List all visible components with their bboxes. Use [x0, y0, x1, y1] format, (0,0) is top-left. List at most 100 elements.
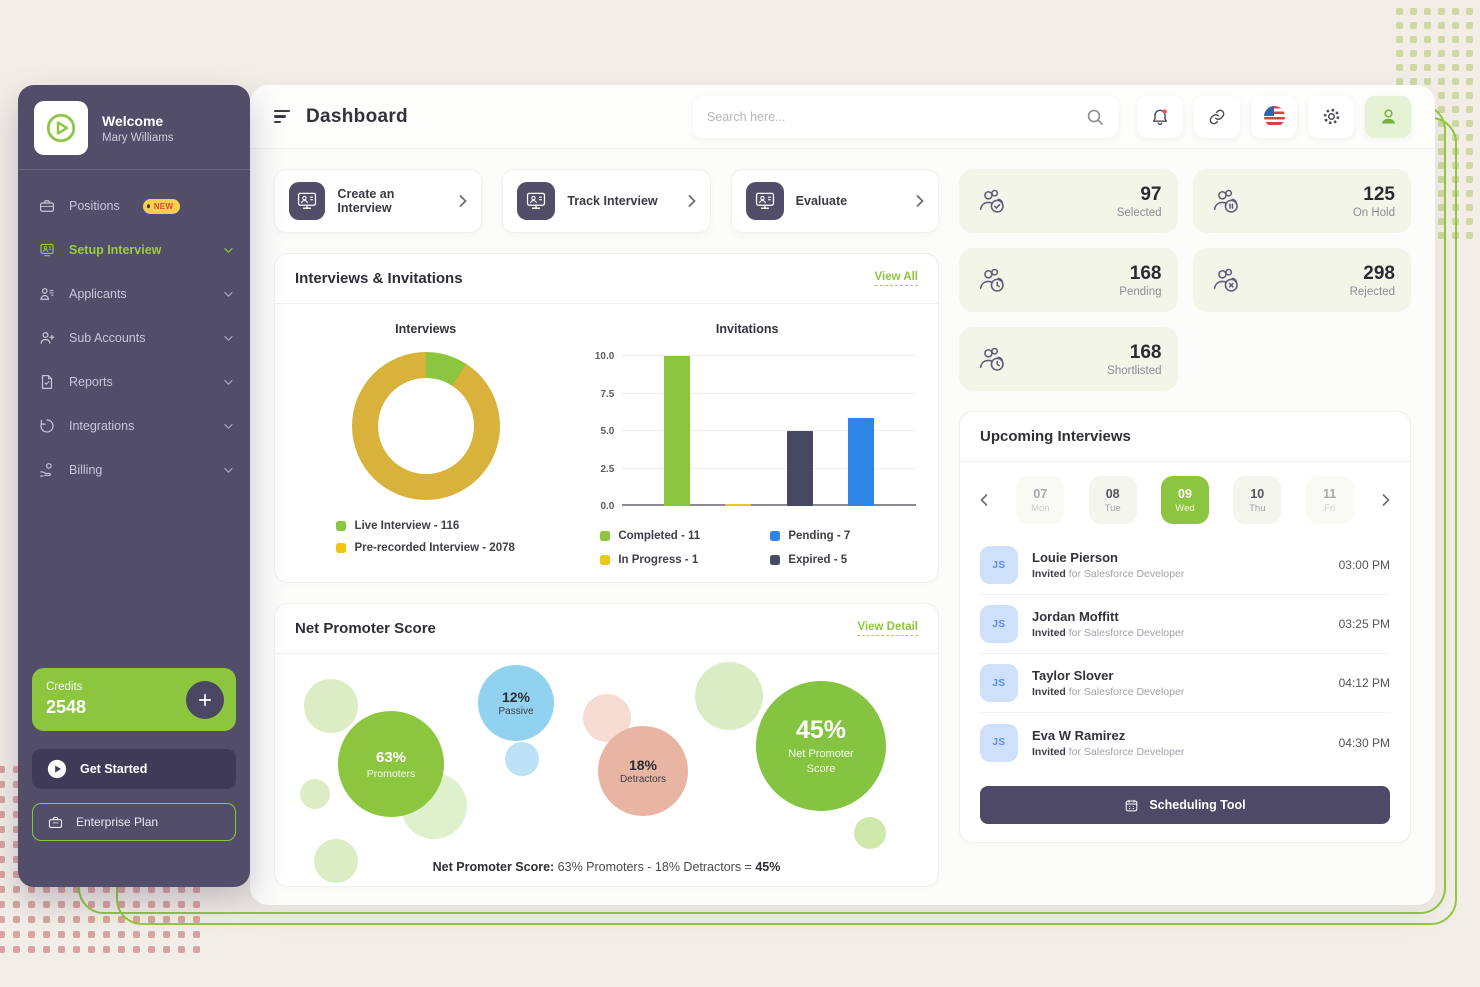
legend-item: Live Interview - 116: [336, 520, 514, 532]
decor-bubble: [695, 662, 763, 730]
scheduling-tool-button[interactable]: Scheduling Tool: [980, 786, 1390, 824]
interview-row[interactable]: JS Eva W Ramirez Invited for Salesforce …: [980, 713, 1390, 772]
sidebar-item-label: Setup Interview: [69, 243, 162, 257]
date-pill-09-active[interactable]: 09 Wed: [1160, 476, 1209, 524]
y-tick: 10.0: [594, 351, 615, 362]
app-logo[interactable]: [34, 101, 88, 155]
view-detail-link[interactable]: View Detail: [857, 621, 918, 636]
chevron-down-icon: [224, 376, 233, 385]
candidate-role: Invited for Salesforce Developer: [1032, 686, 1185, 698]
avatar: JS: [980, 664, 1018, 702]
enterprise-plan-label: Enterprise Plan: [76, 815, 159, 829]
passive-bubble: 12% Passive: [478, 665, 554, 741]
sidebar-item-positions[interactable]: Positions NEW: [24, 184, 244, 228]
get-started-button[interactable]: Get Started: [32, 749, 236, 789]
interview-row[interactable]: JS Jordan Moffitt Invited for Salesforce…: [980, 595, 1390, 654]
upcoming-interviews-card: Upcoming Interviews 07 Mon 08 Tue 09 Wed: [959, 411, 1411, 843]
add-credits-button[interactable]: [186, 680, 224, 719]
gear-icon: [1323, 108, 1339, 125]
date-pill-11[interactable]: 11 Fri: [1305, 476, 1354, 524]
search-icon[interactable]: [1086, 108, 1104, 126]
detractors-bubble: 18% Detractors: [598, 726, 688, 816]
candidate-role: Invited for Salesforce Developer: [1032, 627, 1185, 639]
action-label: Track Interview: [567, 194, 658, 208]
sidebar-bottom: Credits 2548 Get Started Enterprise Plan: [18, 668, 250, 887]
stat-pending: 168 Pending: [959, 248, 1178, 312]
sidebar-item-reports[interactable]: Reports: [24, 360, 244, 404]
action-label: Create an Interview: [337, 187, 395, 215]
nps-score-bubble: 45% Net Promoter Score: [756, 681, 886, 811]
user-name: Mary Williams: [102, 131, 174, 144]
chevron-down-icon: [224, 288, 233, 297]
chevron-down-icon: [224, 420, 233, 429]
sidebar-item-billing[interactable]: Billing: [24, 448, 244, 492]
stat-label: On Hold: [1352, 206, 1395, 219]
enterprise-plan-button[interactable]: Enterprise Plan: [32, 803, 236, 841]
interview-row[interactable]: JS Louie Pierson Invited for Salesforce …: [980, 536, 1390, 595]
divider: [18, 169, 250, 170]
date-pill-07[interactable]: 07 Mon: [1016, 476, 1065, 524]
candidate-name: Taylor Slover: [1032, 668, 1114, 683]
legend-swatch: [770, 555, 781, 565]
view-all-link[interactable]: View All: [874, 271, 918, 286]
right-column: 97 Selected 125 On Hold: [959, 169, 1411, 843]
profile-button[interactable]: [1365, 95, 1411, 138]
charts-body: Interviews Live Interview - 116 Pre-reco…: [275, 304, 938, 582]
sidebar-item-label: Integrations: [69, 419, 135, 433]
sidebar: Welcome Mary Williams Positions NEW Setu…: [18, 85, 250, 887]
interview-monitor-icon: [745, 182, 784, 220]
date-pill-08[interactable]: 08 Tue: [1088, 476, 1137, 524]
stat-label: Pending: [1119, 285, 1162, 298]
evaluate-card[interactable]: Evaluate: [730, 169, 939, 233]
sidebar-item-setup-interview[interactable]: Setup Interview: [24, 228, 244, 272]
menu-toggle-icon[interactable]: [274, 109, 290, 124]
prev-dates-button[interactable]: [976, 490, 992, 510]
interviews-donut-block: Interviews Live Interview - 116 Pre-reco…: [281, 314, 570, 566]
avatar: JS: [980, 723, 1018, 762]
candidate-name: Louie Pierson: [1032, 550, 1118, 565]
stat-value: 168: [1129, 262, 1162, 284]
section-title: Net Promoter Score: [295, 620, 436, 637]
users-x-icon: [1213, 268, 1238, 292]
sidebar-item-label: Applicants: [69, 287, 127, 301]
decor-bubble: [304, 679, 358, 733]
next-dates-button[interactable]: [1378, 490, 1394, 510]
interview-time: 04:30 PM: [1338, 735, 1390, 750]
sidebar-nav: Positions NEW Setup Interview Applicants…: [18, 170, 250, 492]
user-icon: [1381, 109, 1395, 124]
avatar: JS: [980, 546, 1018, 584]
scheduling-tool-label: Scheduling Tool: [1149, 798, 1246, 812]
donut-legend: Live Interview - 116 Pre-recorded Interv…: [336, 520, 515, 554]
integrations-icon: [40, 419, 54, 433]
bell-icon: [1152, 108, 1168, 125]
sidebar-item-applicants[interactable]: Applicants: [24, 272, 244, 316]
track-interview-card[interactable]: Track Interview: [502, 169, 711, 233]
invitations-bar-block: Invitations 10.0 7.5 5.0 2.5: [570, 314, 924, 566]
integrations-link-button[interactable]: [1194, 95, 1240, 138]
settings-button[interactable]: [1308, 95, 1354, 138]
notifications-button[interactable]: [1137, 95, 1183, 138]
sidebar-item-integrations[interactable]: Integrations: [24, 404, 244, 448]
stat-value: 298: [1363, 262, 1395, 284]
legend-item: Expired - 5: [770, 554, 920, 566]
credits-value: 2548: [46, 697, 87, 717]
page-title: Dashboard: [306, 105, 408, 127]
sidebar-item-sub-accounts[interactable]: Sub Accounts: [24, 316, 244, 360]
create-interview-card[interactable]: Create an Interview: [274, 169, 483, 233]
candidate-name: Jordan Moffitt: [1032, 609, 1119, 624]
play-icon: [47, 759, 67, 779]
donut-title: Interviews: [395, 322, 457, 336]
promoters-bubble: 63% Promoters: [338, 711, 444, 817]
stat-label: Shortlisted: [1107, 364, 1162, 377]
bar-pending: [848, 417, 875, 506]
card-header: Interviews & Invitations View All: [275, 254, 938, 304]
interview-row[interactable]: JS Taylor Slover Invited for Salesforce …: [980, 654, 1390, 713]
stat-value: 97: [1140, 183, 1162, 205]
legend-swatch: [600, 555, 611, 565]
chevron-right-icon: [916, 195, 924, 207]
bars: [622, 356, 916, 506]
language-button[interactable]: [1251, 95, 1297, 138]
y-tick: 7.5: [600, 388, 615, 400]
date-pill-10[interactable]: 10 Thu: [1233, 476, 1282, 524]
search-input[interactable]: [707, 109, 1086, 124]
